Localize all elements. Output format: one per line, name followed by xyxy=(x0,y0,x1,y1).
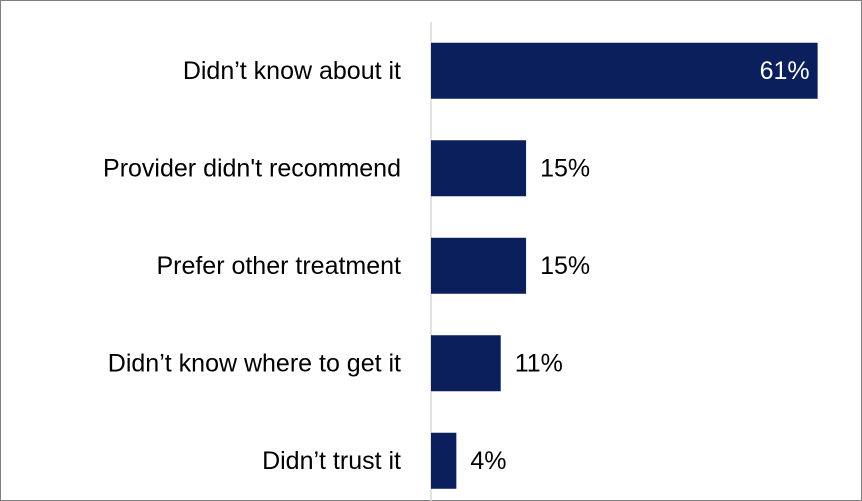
bar xyxy=(431,140,527,197)
data-label: 61% xyxy=(760,57,810,85)
category-label: Didn’t know where to get it xyxy=(108,349,401,377)
category-label: Prefer other treatment xyxy=(156,252,401,280)
bar xyxy=(431,335,501,392)
data-label: 11% xyxy=(515,349,563,377)
category-label: Didn’t trust it xyxy=(262,447,401,475)
category-label: Didn’t know about it xyxy=(183,57,401,85)
data-label: 15% xyxy=(540,252,590,280)
bar xyxy=(431,432,457,489)
category-label: Provider didn't recommend xyxy=(103,154,401,182)
bar xyxy=(431,42,818,99)
data-label: 15% xyxy=(540,154,590,182)
data-label: 4% xyxy=(470,447,506,475)
bar xyxy=(431,237,527,294)
